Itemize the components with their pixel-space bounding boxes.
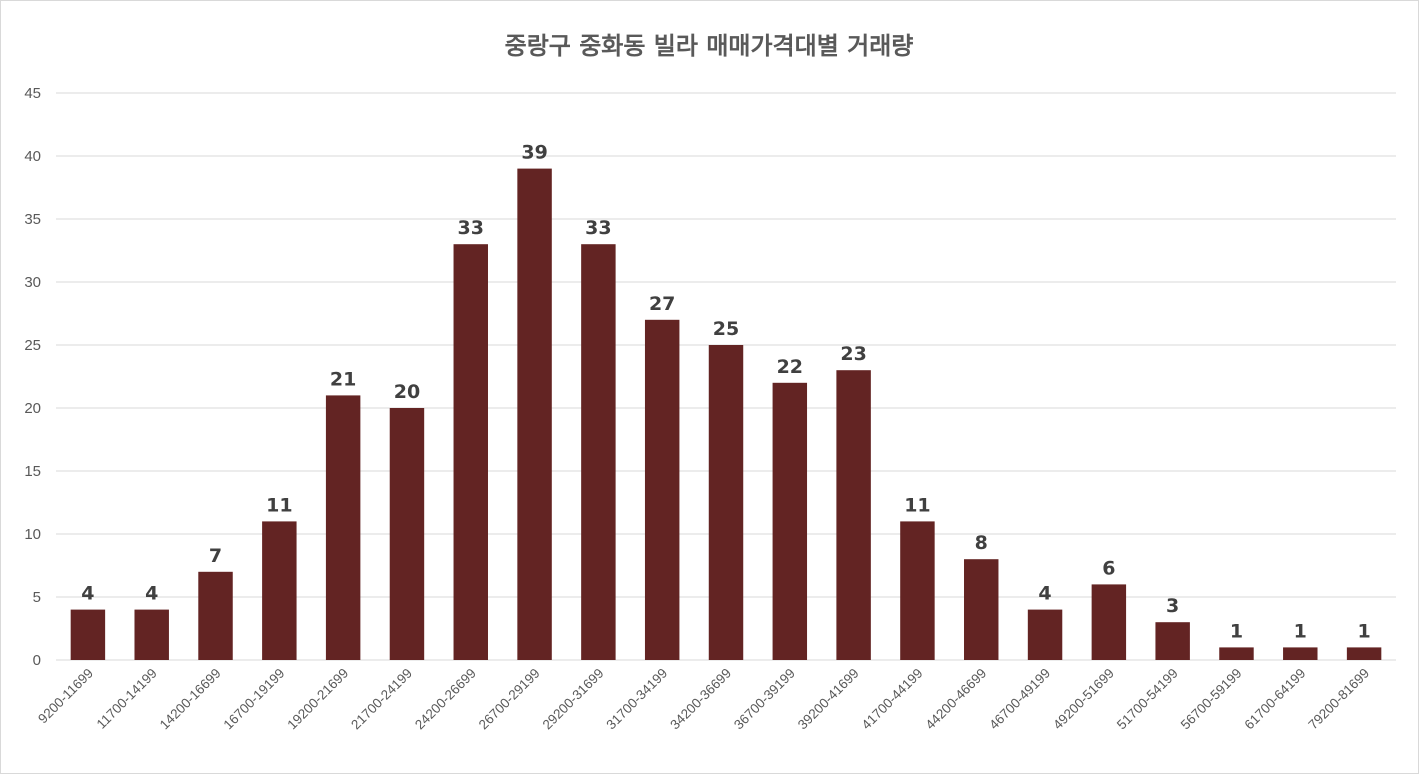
- data-label: 21: [330, 368, 356, 390]
- bar: [836, 370, 871, 660]
- y-tick-label: 35: [24, 211, 41, 228]
- x-tick-label: 44200-46699: [922, 666, 989, 733]
- data-label: 33: [458, 217, 484, 239]
- data-label: 1: [1230, 620, 1243, 642]
- x-tick-label: 31700-34199: [603, 666, 670, 733]
- x-tick-label: 39200-41699: [795, 666, 862, 733]
- bar: [453, 244, 488, 660]
- data-label: 4: [145, 583, 158, 605]
- bar: [262, 521, 297, 660]
- x-tick-label: 49200-51699: [1050, 666, 1117, 733]
- bar: [517, 168, 552, 660]
- x-tick-label: 29200-31699: [540, 666, 607, 733]
- y-tick-label: 15: [24, 463, 41, 480]
- bar: [644, 319, 680, 660]
- bar: [900, 521, 935, 660]
- x-tick-label: 24200-26699: [412, 666, 479, 733]
- y-tick-label: 45: [24, 85, 41, 102]
- y-tick-label: 5: [33, 589, 41, 606]
- y-axis-tick-labels: 0 5 10 15 20 25 30 35 40 45: [24, 85, 41, 669]
- x-tick-label: 11700-14199: [94, 666, 160, 732]
- x-tick-label: 21700-24199: [348, 666, 415, 733]
- y-tick-label: 40: [24, 148, 41, 165]
- x-tick-label: 41700-44199: [859, 666, 926, 733]
- bar: [70, 609, 106, 660]
- x-tick-label: 34200-36699: [667, 666, 734, 733]
- x-tick-label: 46700-49199: [986, 666, 1053, 733]
- bar: [389, 408, 425, 660]
- y-tick-label: 10: [24, 526, 41, 543]
- y-tick-label: 30: [24, 274, 41, 291]
- x-tick-label: 56700-59199: [1178, 666, 1245, 733]
- x-tick-label: 51700-54199: [1114, 666, 1181, 733]
- y-tick-label: 20: [24, 400, 41, 417]
- data-label: 11: [904, 494, 930, 516]
- data-label: 3: [1166, 595, 1179, 617]
- bar: [581, 244, 616, 660]
- bar: [964, 559, 999, 660]
- bar: [1027, 609, 1063, 660]
- bar: [1346, 647, 1382, 660]
- x-tick-label: 36700-39199: [731, 666, 798, 733]
- bar: [325, 395, 361, 660]
- data-label: 20: [394, 381, 420, 403]
- bar: [1219, 647, 1254, 660]
- data-label: 6: [1102, 557, 1115, 579]
- data-label: 8: [975, 532, 988, 554]
- x-axis-tick-labels: 9200-1169911700-1419914200-1669916700-19…: [35, 666, 1372, 733]
- data-label: 11: [266, 494, 292, 516]
- x-tick-label: 9200-11699: [35, 666, 96, 727]
- data-label: 1: [1357, 620, 1370, 642]
- data-label: 27: [649, 293, 675, 315]
- bar: [1283, 647, 1318, 660]
- bar: [1155, 622, 1190, 660]
- data-label: 1: [1294, 620, 1307, 642]
- bars: [70, 168, 1382, 660]
- bar: [708, 345, 744, 660]
- data-label: 4: [81, 583, 94, 605]
- y-tick-label: 0: [33, 652, 41, 669]
- x-tick-label: 26700-29199: [476, 666, 543, 733]
- data-label: 4: [1038, 583, 1051, 605]
- x-tick-label: 61700-64199: [1242, 666, 1309, 733]
- y-tick-label: 25: [24, 337, 41, 354]
- bar: [1091, 584, 1127, 660]
- data-label: 25: [713, 318, 739, 340]
- data-label: 33: [585, 217, 611, 239]
- data-label: 23: [840, 343, 866, 365]
- data-label: 39: [521, 142, 547, 164]
- chart-title: 중랑구 중화동 빌라 매매가격대별 거래량: [505, 32, 914, 60]
- x-tick-label: 19200-21699: [284, 666, 351, 733]
- x-tick-label: 79200-81699: [1305, 666, 1372, 733]
- data-label: 7: [209, 545, 222, 567]
- data-label: 22: [777, 356, 803, 378]
- bar: [134, 609, 169, 660]
- bar: [198, 571, 233, 660]
- x-tick-label: 14200-16699: [157, 666, 224, 733]
- x-tick-label: 16700-19199: [221, 666, 288, 733]
- bar: [772, 382, 808, 660]
